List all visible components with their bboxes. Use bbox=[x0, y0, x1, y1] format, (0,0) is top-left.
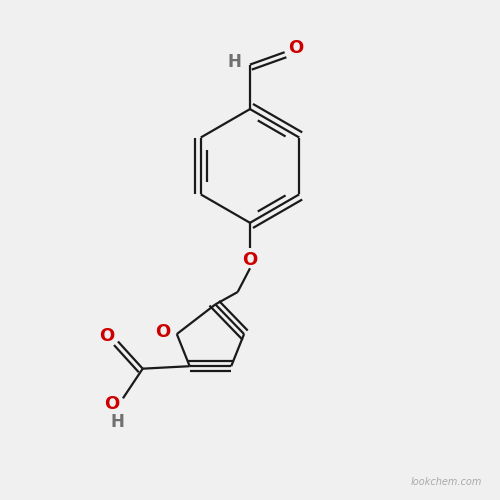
Text: H: H bbox=[227, 53, 241, 71]
Text: O: O bbox=[156, 322, 170, 340]
Text: O: O bbox=[100, 326, 114, 344]
Text: O: O bbox=[288, 40, 303, 58]
Text: lookchem.com: lookchem.com bbox=[411, 478, 482, 488]
Text: O: O bbox=[104, 396, 120, 413]
Text: H: H bbox=[110, 413, 124, 431]
Text: O: O bbox=[242, 252, 258, 270]
